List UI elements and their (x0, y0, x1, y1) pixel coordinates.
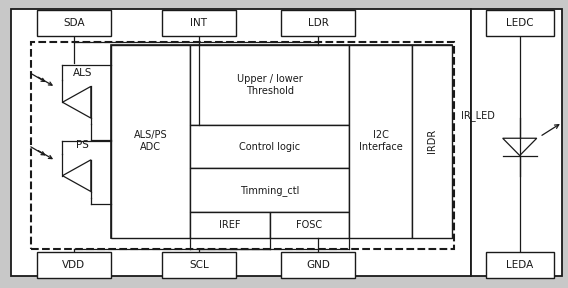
Text: FOSC: FOSC (296, 220, 323, 230)
Bar (281, 10, 355, 36)
Bar (190, 168, 349, 212)
Bar (486, 252, 554, 278)
Bar (281, 252, 355, 278)
Text: IR_LED: IR_LED (461, 110, 495, 121)
Bar (162, 252, 236, 278)
Bar (190, 45, 349, 125)
Bar (11, 9, 471, 276)
Bar (190, 212, 270, 238)
Bar (162, 10, 236, 36)
Text: LEDC: LEDC (506, 18, 533, 28)
Text: SDA: SDA (63, 18, 85, 28)
Bar (111, 45, 190, 238)
Text: PS: PS (76, 141, 89, 150)
Text: INT: INT (190, 18, 207, 28)
Text: LEDA: LEDA (506, 260, 533, 270)
Bar (111, 45, 452, 238)
Text: Upper / lower
Threshold: Upper / lower Threshold (237, 74, 303, 96)
Text: ALS/PS
ADC: ALS/PS ADC (133, 130, 168, 152)
Bar (190, 125, 349, 168)
Text: GND: GND (306, 260, 330, 270)
Text: Timming_ctl: Timming_ctl (240, 185, 299, 196)
Bar (471, 9, 562, 276)
Text: I2C
Interface: I2C Interface (358, 130, 403, 152)
Bar (412, 45, 452, 238)
Text: VDD: VDD (62, 260, 85, 270)
Bar (37, 252, 111, 278)
Bar (486, 10, 554, 36)
Text: Control logic: Control logic (239, 142, 300, 152)
Text: SCL: SCL (189, 260, 208, 270)
Bar (349, 45, 412, 238)
Bar (31, 42, 454, 249)
Bar (270, 212, 349, 238)
Text: IRDR: IRDR (427, 129, 437, 153)
Text: IREF: IREF (219, 220, 241, 230)
Text: ALS: ALS (73, 69, 92, 78)
Bar (37, 10, 111, 36)
Text: LDR: LDR (308, 18, 328, 28)
